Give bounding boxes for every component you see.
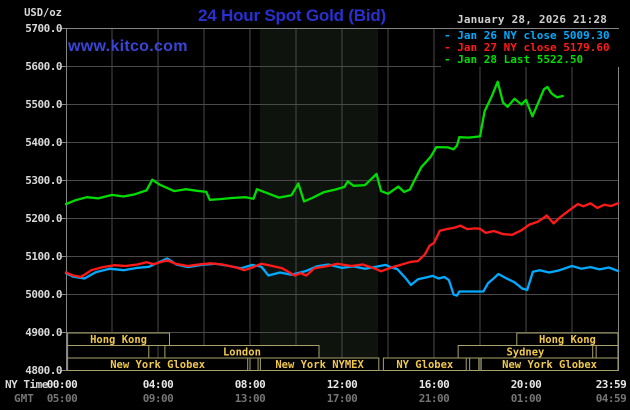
- session-box: [382, 357, 467, 371]
- session-box: [595, 345, 619, 359]
- page-title: 24 Hour Spot Gold (Bid): [197, 6, 387, 25]
- y-axis-label: 5400.0: [25, 136, 62, 149]
- legend-item-jan26: - Jan 26 NY close 5009.30: [444, 29, 610, 42]
- x-tick-ny: 12:00: [326, 378, 358, 391]
- session-label: New York NYMEX: [275, 359, 364, 371]
- x-tick-gmt: 09:00: [142, 392, 174, 405]
- x-tick-ny: 16:00: [418, 378, 450, 391]
- y-axis-label: 5500.0: [25, 98, 62, 111]
- y-axis-label: 5100.0: [25, 250, 62, 263]
- ny-time-axis-label: NY Time: [5, 378, 48, 391]
- session-box: [259, 357, 380, 371]
- session-label: Hong Kong: [539, 334, 596, 346]
- x-tick-ny: 23:59: [595, 378, 627, 391]
- x-tick-ny: 08:00: [234, 378, 266, 391]
- x-tick-gmt: 17:00: [326, 392, 358, 405]
- y-axis-label: 5600.0: [25, 60, 62, 73]
- x-tick-gmt: 01:00: [510, 392, 542, 405]
- session-label: Hong Kong: [90, 334, 147, 346]
- chart-legend: - Jan 26 NY close 5009.30 - Jan 27 NY cl…: [441, 29, 630, 67]
- x-tick-ny: 20:00: [510, 378, 542, 391]
- y-axis-label: 4900.0: [25, 326, 62, 339]
- kitco-watermark: www.kitco.com: [68, 38, 188, 55]
- session-box: [67, 345, 150, 359]
- y-axis-label: 5700.0: [25, 22, 62, 35]
- y-axis-label: 4800.0: [25, 364, 62, 377]
- session-box: [249, 357, 259, 371]
- session-label: New York Globex: [110, 359, 206, 371]
- session-box: [67, 357, 249, 371]
- legend-item-jan28: - Jan 28 Last 5522.50: [444, 53, 584, 66]
- datetime-stamp: January 28, 2026 21:28: [457, 13, 608, 26]
- x-tick-gmt: 21:00: [418, 392, 450, 405]
- session-box: [480, 357, 619, 371]
- unit-label: USD/oz: [24, 7, 62, 19]
- legend-item-jan27: - Jan 27 NY close 5179.60: [444, 41, 610, 54]
- gmt-axis-label: GMT: [14, 392, 34, 405]
- x-tick-ny: 04:00: [142, 378, 174, 391]
- session-label: Sydney: [506, 347, 545, 359]
- session-label: NY Globex: [396, 359, 454, 371]
- y-axis-label: 5200.0: [25, 212, 62, 225]
- series-jan-28: [64, 80, 564, 206]
- y-axis-label: 5000.0: [25, 288, 62, 301]
- y-axis-label: 5300.0: [25, 174, 62, 187]
- x-tick-gmt: 05:00: [46, 392, 78, 405]
- nymex-session-band: [259, 28, 379, 371]
- x-tick-ny: 00:00: [46, 378, 78, 391]
- session-box: [469, 357, 480, 371]
- x-tick-gmt: 04:59: [595, 392, 627, 405]
- session-label: London: [223, 347, 261, 359]
- series-jan-27: [64, 202, 620, 279]
- x-tick-gmt: 13:00: [234, 392, 266, 405]
- session-label: New York Globex: [502, 359, 598, 371]
